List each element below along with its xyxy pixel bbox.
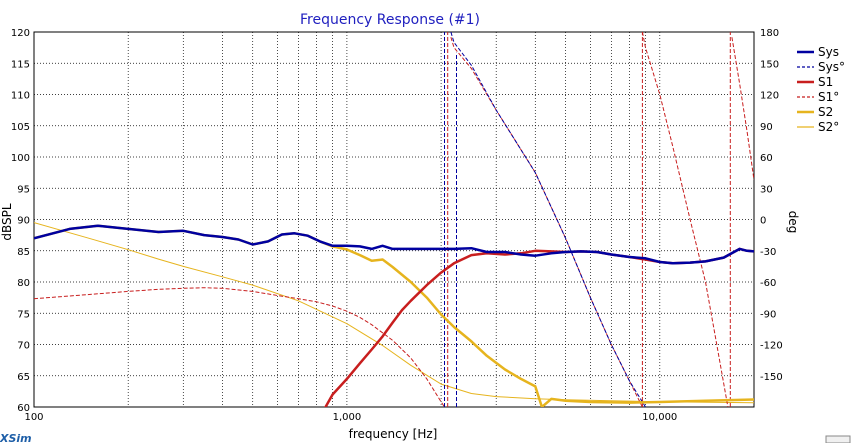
y-tick-label: 70 — [17, 341, 30, 352]
y-axis-label: dBSPL — [0, 203, 14, 240]
y2-tick-label: -60 — [760, 278, 776, 289]
app-brand: XSim — [0, 432, 32, 443]
series-line-sys-phase — [450, 32, 646, 407]
chart-title: Frequency Response (#1) — [300, 12, 480, 28]
y-tick-label: 85 — [17, 247, 30, 258]
y2-tick-label: 180 — [760, 28, 779, 39]
y2-tick-label: 30 — [760, 184, 773, 195]
legend-label: S2° — [818, 120, 839, 134]
y2-axis-label: deg — [786, 211, 800, 234]
plot-frame — [33, 31, 755, 408]
y2-tick-label: 60 — [760, 153, 773, 164]
series-line-s1-phase — [641, 32, 729, 407]
series-line-s1-phase — [34, 287, 445, 407]
y-tick-label: 110 — [11, 91, 30, 102]
legend-label: S1 — [818, 75, 833, 89]
series-line-sys — [34, 224, 754, 265]
series-line-s1 — [324, 247, 754, 407]
series-layer — [34, 32, 754, 407]
legend-label: S2 — [818, 105, 833, 119]
y2-tick-label: 150 — [760, 59, 779, 70]
y-tick-label: 115 — [11, 59, 30, 70]
legend-label: Sys° — [818, 60, 845, 74]
y-axis-ticks: 60 65 70 75 80 85 90 95 100 105 110 115 120 — [11, 28, 30, 414]
series-line-s1-phase — [731, 37, 754, 180]
y2-tick-label: -90 — [760, 309, 776, 320]
legend-label: Sys — [818, 45, 839, 59]
y2-tick-label: 90 — [760, 122, 773, 133]
x-axis-label: frequency [Hz] — [349, 427, 438, 441]
y-tick-label: 100 — [11, 153, 30, 164]
resize-grip-icon[interactable] — [825, 435, 851, 443]
y2-tick-label: -30 — [760, 247, 776, 258]
y2-axis-ticks: -150 -120 -90 -60 -30 0 30 60 90 120 150 180 — [760, 28, 783, 383]
series-line-s1-phase — [450, 37, 643, 407]
chart-grid — [34, 32, 754, 407]
legend-label: S1° — [818, 90, 839, 104]
y-tick-label: 65 — [17, 372, 30, 383]
y-tick-label: 60 — [17, 403, 30, 414]
y2-tick-label: -120 — [760, 341, 783, 352]
series-line-s2 — [34, 224, 754, 407]
x-axis-ticks: 100 1,000 10,000 — [24, 412, 677, 423]
y2-tick-label: 0 — [760, 216, 766, 227]
x-tick-label: 100 — [24, 412, 43, 423]
y-tick-label: 120 — [11, 28, 30, 39]
y-tick-label: 75 — [17, 309, 30, 320]
y-tick-label: 95 — [17, 184, 30, 195]
x-tick-label: 1,000 — [333, 412, 362, 423]
y2-tick-label: -150 — [760, 372, 783, 383]
y-tick-label: 80 — [17, 278, 30, 289]
y-tick-label: 105 — [11, 122, 30, 133]
y2-tick-label: 120 — [760, 91, 779, 102]
x-tick-label: 10,000 — [642, 412, 677, 423]
y-tick-label: 90 — [17, 216, 30, 227]
